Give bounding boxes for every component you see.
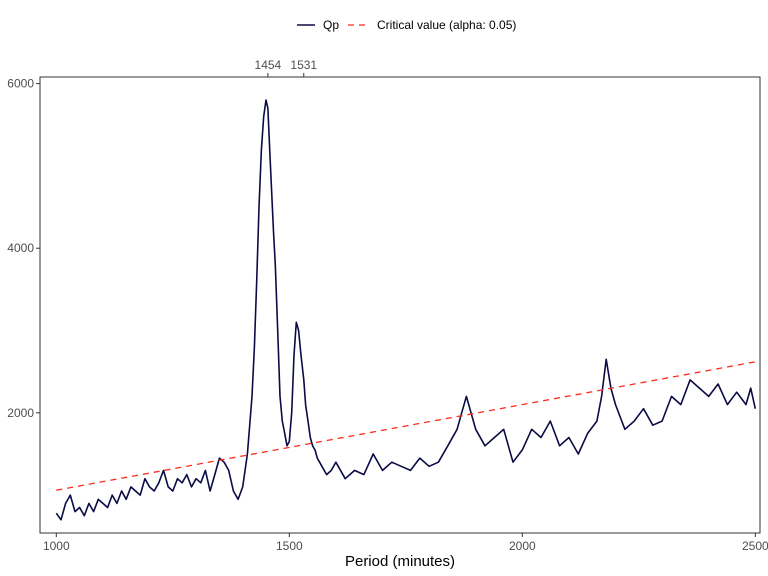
x-axis: 1000 1500 2000 2500	[43, 533, 768, 553]
x-axis-title: Period (minutes)	[345, 553, 455, 570]
y-tick-label: 6000	[7, 77, 34, 91]
top-axis: 1454 1531	[255, 58, 317, 77]
qp-series-line	[55, 99, 757, 521]
legend-label-qp: Qp	[323, 18, 339, 32]
critical-value-line	[56, 361, 756, 491]
plot-panel	[39, 76, 761, 534]
legend-label-critical-value: Critical value (alpha: 0.05)	[377, 18, 516, 32]
legend: Qp Critical value (alpha: 0.05)	[297, 18, 516, 32]
y-tick-label: 4000	[7, 241, 34, 255]
x-tick-label: 1500	[276, 539, 303, 553]
top-tick-label: 1531	[290, 58, 317, 72]
x-tick-label: 2000	[509, 539, 536, 553]
plot-area	[55, 99, 757, 521]
x-tick-label: 1000	[43, 539, 70, 553]
x-tick-label: 2500	[742, 539, 768, 553]
top-tick-label: 1454	[255, 58, 282, 72]
y-axis: 2000 4000 6000	[7, 77, 40, 420]
y-tick-label: 2000	[7, 406, 34, 420]
